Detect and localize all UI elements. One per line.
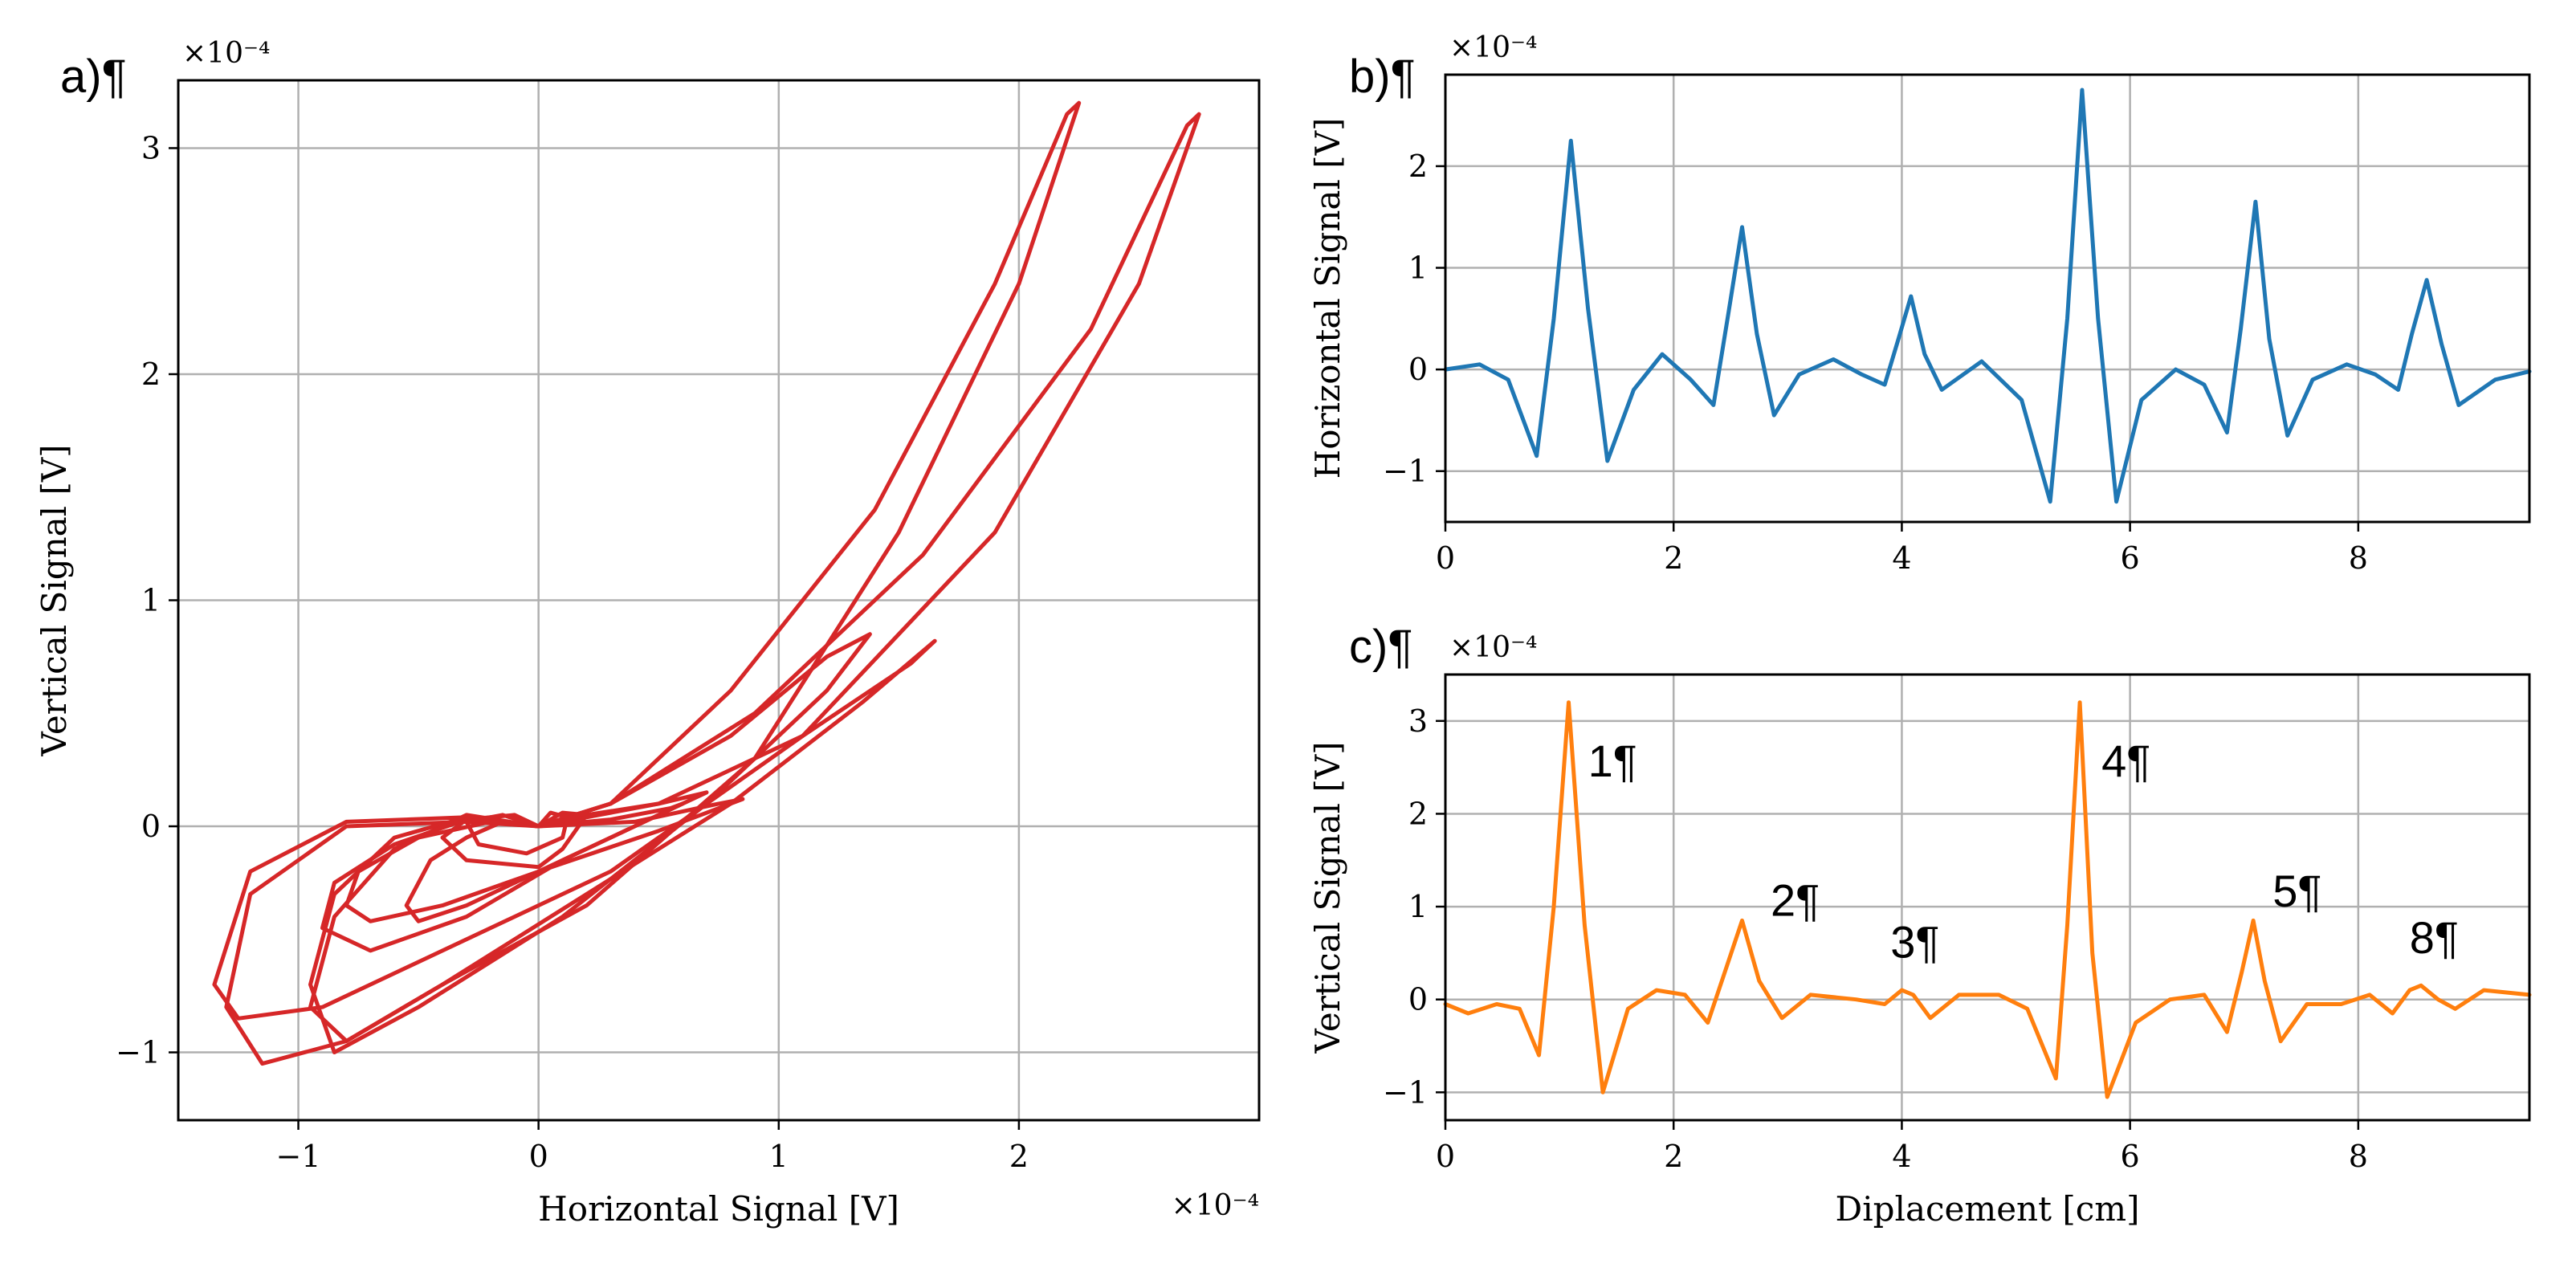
x-tick-label: 4 [1892, 1139, 1911, 1174]
y-tick-label: 2 [1408, 149, 1428, 184]
x-tick-label: 6 [2121, 540, 2140, 576]
y-tick-label: 2 [1408, 796, 1428, 831]
y-tick-label: −1 [1383, 1074, 1428, 1110]
panel-label-c: c)¶ [1349, 621, 1412, 673]
x-tick-label: 0 [1436, 540, 1455, 576]
y-exponent-label: ×10⁻⁴ [1449, 31, 1537, 64]
y-tick-label: 0 [141, 809, 161, 844]
peak-annotation: 3¶ [1890, 917, 1939, 968]
x-axis-label: Diplacement [cm] [1836, 1189, 2140, 1229]
x-tick-label: 0 [1436, 1139, 1455, 1174]
panel-label-b: b)¶ [1349, 51, 1416, 103]
x-exponent-label: ×10⁻⁴ [1172, 1189, 1259, 1222]
y-tick-label: 3 [1408, 703, 1428, 739]
y-tick-label: 1 [141, 583, 161, 618]
x-tick-label: 0 [529, 1139, 548, 1174]
peak-annotation: 4¶ [2101, 736, 2150, 786]
y-tick-label: 0 [1408, 982, 1428, 1017]
y-tick-label: 1 [1408, 889, 1428, 924]
series-line-vertical-signal [1443, 700, 2532, 1099]
x-tick-label: 2 [1009, 1139, 1029, 1174]
y-axis-label: Horizontal Signal [V] [1308, 118, 1347, 479]
y-tick-label: −1 [116, 1035, 161, 1070]
x-tick-label: 8 [2349, 540, 2368, 576]
panel-label-a: a)¶ [60, 51, 127, 103]
axes-frame [1444, 73, 2531, 524]
series-line-loop-1 [224, 100, 1082, 1066]
y-tick-label: −1 [1383, 454, 1428, 489]
series-line-loop-9 [464, 810, 570, 856]
peak-annotation: 8¶ [2410, 912, 2459, 963]
y-tick-label: 1 [1408, 251, 1428, 286]
x-tick-label: 4 [1892, 540, 1911, 576]
y-tick-label: 3 [141, 130, 161, 165]
peak-annotation: 5¶ [2272, 866, 2321, 916]
y-tick-label: 2 [141, 357, 161, 392]
series-line-horizontal-signal [1443, 88, 2532, 504]
y-exponent-label: ×10⁻⁴ [1449, 631, 1537, 664]
series-line-loop-4 [308, 638, 937, 1043]
y-exponent-label: ×10⁻⁴ [182, 37, 270, 70]
x-tick-label: 6 [2121, 1139, 2140, 1174]
x-tick-label: 2 [1664, 1139, 1683, 1174]
y-axis-label: Vertical Signal [V] [35, 444, 74, 756]
panel-a: −1 0 1 2 −1 0 1 2 3 Horizontal Signal [V] Vertical… [35, 37, 1261, 1229]
y-tick-label: 0 [1408, 352, 1428, 387]
panel-b: 0 2 4 6 8 −1 0 1 2 Horizontal Signal [V] ×10⁻⁴ b)¶ [1308, 31, 2532, 576]
x-axis-label: Horizontal Signal [V] [538, 1189, 899, 1229]
axes-frame [1444, 673, 2531, 1122]
peak-annotation: 2¶ [1771, 875, 1820, 926]
x-tick-label: 1 [769, 1139, 789, 1174]
x-tick-label: 8 [2349, 1139, 2368, 1174]
peak-annotation: 1¶ [1588, 736, 1637, 786]
x-tick-label: 2 [1664, 540, 1683, 576]
series-line-loop-7 [320, 790, 709, 953]
x-tick-label: −1 [276, 1139, 321, 1174]
y-axis-label: Vertical Signal [V] [1308, 741, 1347, 1054]
